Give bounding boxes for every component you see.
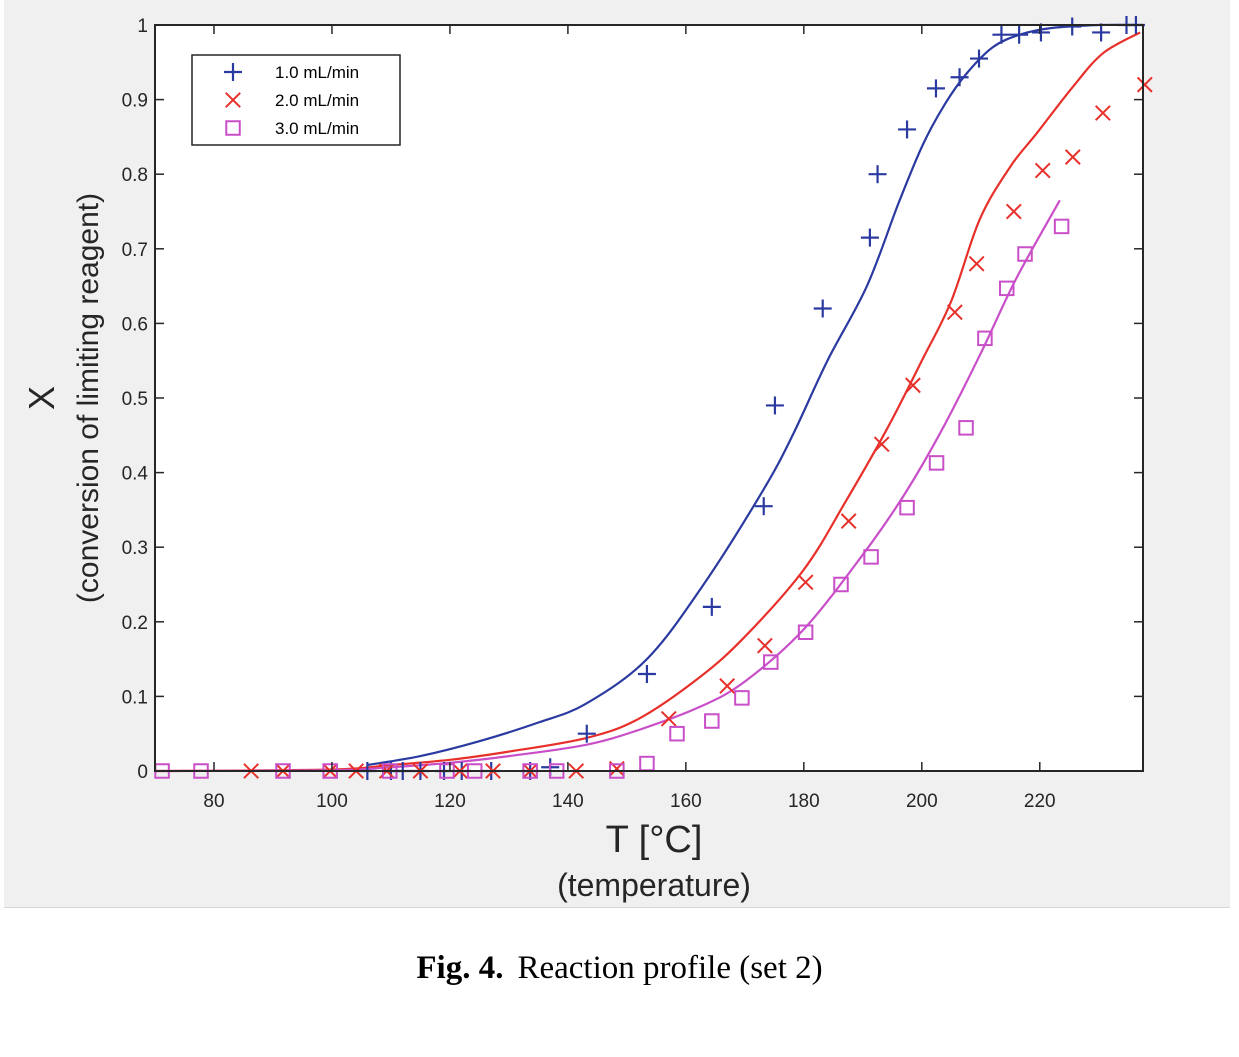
data-point [998, 280, 1015, 297]
data-point [797, 574, 814, 591]
figure-number: Fig. 4. [416, 950, 504, 986]
data-point [702, 597, 721, 616]
data-point [1005, 203, 1022, 220]
data-point [977, 330, 993, 347]
legend-item: 3.0 mL/min [225, 119, 359, 138]
data-point [860, 228, 879, 247]
legend-label: 1.0 mL/min [275, 63, 359, 82]
legend-label: 3.0 mL/min [275, 119, 359, 138]
legend-item: 1.0 mL/min [224, 63, 359, 82]
data-point [660, 710, 677, 727]
legend: 1.0 mL/min 2.0 mL/min 3.0 mL/min [191, 54, 401, 146]
data-point [1017, 246, 1033, 262]
data-point [719, 678, 736, 694]
data-point [734, 690, 750, 706]
data-point [868, 165, 887, 184]
data-point [898, 120, 917, 139]
data-point [577, 724, 596, 743]
y-tick-label: 0.8 [122, 165, 148, 186]
data-point [1064, 149, 1081, 165]
y-axis-ticks: 0 0.1 0.2 0.3 0.4 0.5 0.6 0.7 0.8 0.9 1 [122, 16, 1143, 783]
data-point [1010, 25, 1029, 44]
x-axis-ticks: 80 100 120 140 160 180 200 220 [203, 25, 1056, 812]
x-tick-label: 180 [788, 791, 820, 812]
data-point [763, 654, 779, 670]
data-point [1136, 76, 1153, 93]
data-point [926, 79, 945, 98]
data-point [905, 377, 921, 394]
x-tick-label: 160 [670, 791, 702, 812]
data-point [756, 637, 773, 654]
data-point [797, 624, 814, 640]
x-tick-label: 220 [1024, 791, 1056, 812]
chart: 80 100 120 140 160 180 200 220 0 0.1 0.2 0.3 0.4 0.5… [21, 16, 1153, 903]
data-point [1053, 218, 1070, 235]
legend-marker-x-icon [225, 92, 241, 108]
x-tick-label: 80 [203, 791, 224, 812]
fit-curve-series-3 [154, 199, 1061, 773]
data-point [754, 497, 773, 516]
data-point [1094, 105, 1111, 121]
plot-area [155, 25, 1143, 771]
data-point [950, 68, 969, 87]
y-axis-title: X [21, 386, 62, 410]
fit-curve-series-2 [154, 31, 1141, 773]
data-point [873, 436, 890, 453]
legend-item: 2.0 mL/min [225, 91, 359, 110]
y-tick-label: 0.1 [122, 687, 148, 708]
data-point [669, 725, 685, 742]
x-tick-label: 200 [906, 791, 938, 812]
data-point [992, 25, 1011, 44]
data-point [765, 396, 784, 415]
y-tick-label: 0.6 [122, 314, 148, 335]
data-point [840, 513, 857, 529]
data-point [813, 299, 832, 318]
data-point [899, 499, 915, 516]
x-tick-label: 140 [552, 791, 584, 812]
y-tick-label: 0.5 [122, 389, 148, 410]
fit-curve-series-1 [367, 23, 1144, 767]
y-axis-subtitle: (conversion of limiting reagent) [72, 193, 105, 603]
y-tick-label: 0.2 [122, 613, 148, 634]
data-point [1063, 17, 1082, 36]
y-tick-label: 0.7 [122, 240, 148, 261]
data-point [958, 420, 974, 436]
x-tick-label: 120 [434, 791, 466, 812]
y-tick-label: 0.3 [122, 538, 148, 559]
y-tick-label: 0.4 [122, 464, 149, 485]
x-axis-subtitle: (temperature) [557, 867, 751, 903]
data-point [1031, 23, 1050, 42]
data-point [1034, 162, 1051, 179]
data-point [833, 576, 849, 593]
data-point [704, 713, 720, 729]
fit-curves [154, 23, 1144, 773]
legend-label: 2.0 mL/min [275, 91, 359, 110]
figure-caption: Fig. 4. Reaction profile (set 2) [0, 950, 1239, 987]
data-point [637, 665, 656, 684]
data-point [863, 549, 879, 565]
x-tick-label: 100 [316, 791, 348, 812]
x-axis-title: T [°C] [606, 819, 703, 861]
data-point [1092, 23, 1111, 42]
data-point [946, 304, 963, 321]
legend-marker-plus-icon [224, 63, 242, 81]
figure-caption-text: Reaction profile (set 2) [517, 950, 823, 986]
data-point [970, 49, 989, 68]
y-tick-label: 1 [137, 16, 148, 37]
y-tick-label: 0.9 [122, 91, 148, 112]
data-point [968, 255, 985, 272]
y-tick-label: 0 [137, 762, 148, 783]
data-point [928, 455, 945, 471]
legend-marker-square-icon [225, 120, 241, 136]
